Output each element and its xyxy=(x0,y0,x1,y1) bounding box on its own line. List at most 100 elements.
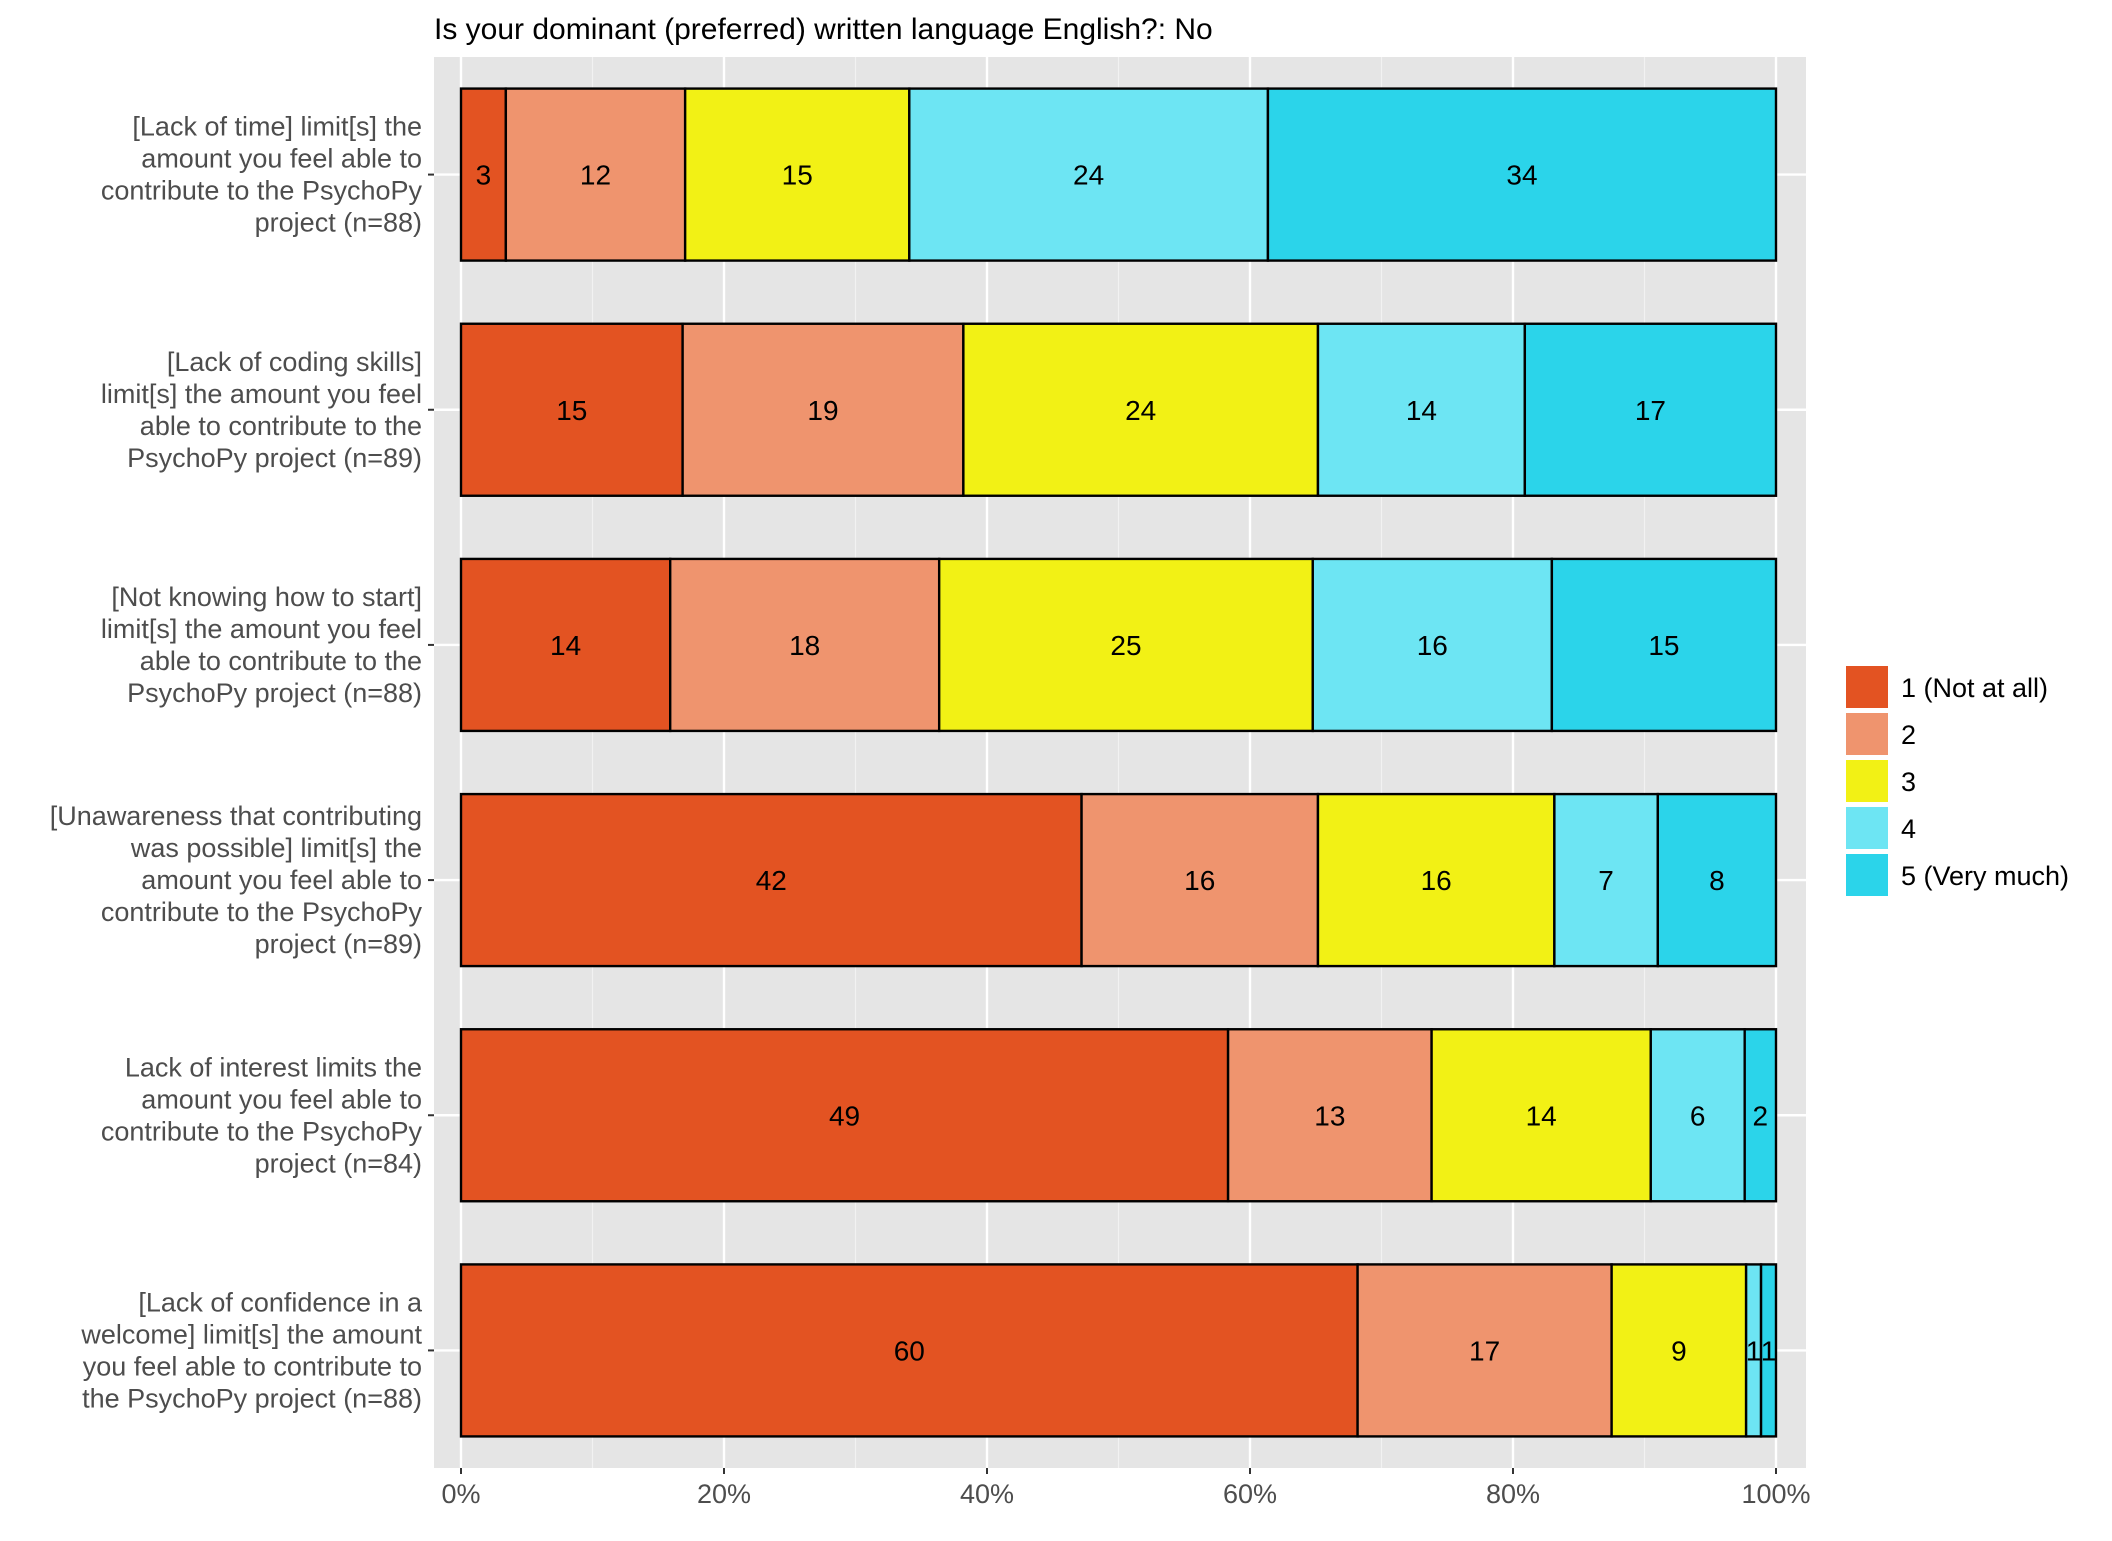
bar-segment xyxy=(459,87,508,262)
bar-segment xyxy=(504,87,687,262)
y-tick-label-line: [Not knowing how to start] xyxy=(111,582,422,612)
legend-key xyxy=(1846,760,1888,802)
y-tick-label-line: you feel able to contribute to xyxy=(83,1351,422,1381)
y-tick-label-line: was possible] limit[s] the xyxy=(130,833,422,863)
chart-title: Is your dominant (preferred) written lan… xyxy=(434,13,1213,46)
y-tick-label-line: contribute to the PsychoPy xyxy=(101,176,423,206)
bar-value-label: 3 xyxy=(476,160,492,191)
bar-segment xyxy=(1523,322,1778,497)
y-tick-label-line: amount you feel able to xyxy=(141,865,422,895)
bar-value-label: 24 xyxy=(1125,395,1156,426)
y-tick-label: [Lack of time] limit[s] the amount you fe… xyxy=(101,112,423,238)
legend: 1 (Not at all) 2 3 4 5 (Very much) xyxy=(1846,666,2069,896)
bar-value-label: 14 xyxy=(550,630,581,661)
bar-segment xyxy=(1743,1028,1778,1203)
plot-panel xyxy=(434,57,1806,1468)
bar-segment xyxy=(1553,792,1659,968)
x-tick-label: 40% xyxy=(960,1479,1014,1509)
y-tick-label: [Not knowing how to start] limit[s] the a… xyxy=(101,582,422,708)
y-tick-label-line: contribute to the PsychoPy xyxy=(101,1116,423,1146)
bar-segment xyxy=(962,322,1320,497)
bar-value-label: 13 xyxy=(1314,1100,1345,1131)
bar-value-label: 2 xyxy=(1753,1100,1769,1131)
y-tick-label-line: amount you feel able to xyxy=(141,144,422,174)
legend-key xyxy=(1846,666,1888,708)
y-tick-label-line: [Lack of coding skills] xyxy=(167,347,422,377)
bar-segment xyxy=(1759,1263,1778,1438)
y-tick-label-line: Lack of interest limits the xyxy=(125,1052,422,1082)
y-tick-label-line: able to contribute to the xyxy=(140,646,422,676)
y-tick-label: [Lack of coding skills] limit[s] the amou… xyxy=(101,347,422,473)
bar-value-label: 16 xyxy=(1417,630,1448,661)
x-tick-label: 0% xyxy=(441,1479,480,1509)
legend-label: 5 (Very much) xyxy=(1901,861,2069,891)
legend-key xyxy=(1846,807,1888,849)
y-tick-label-line: welcome] limit[s] the amount xyxy=(80,1319,422,1349)
bar-value-label: 6 xyxy=(1690,1100,1706,1131)
y-tick-label-line: PsychoPy project (n=89) xyxy=(127,443,422,473)
bar-value-label: 60 xyxy=(894,1335,925,1366)
bar-segment xyxy=(1656,792,1778,968)
bar-segment xyxy=(1080,792,1320,968)
bar-segment xyxy=(1430,1028,1652,1203)
bar-value-label: 18 xyxy=(789,630,820,661)
legend-label: 4 xyxy=(1901,814,1916,844)
bar-segment xyxy=(1311,557,1554,733)
bar-value-label: 8 xyxy=(1709,865,1725,896)
bar-segment xyxy=(683,87,911,262)
bar-value-label: 14 xyxy=(1526,1100,1557,1131)
y-tick-label-line: limit[s] the amount you feel xyxy=(101,614,422,644)
legend-label: 3 xyxy=(1901,767,1916,797)
legend-key xyxy=(1846,713,1888,755)
y-tick-label-line: able to contribute to the xyxy=(140,411,422,441)
bar-value-label: 24 xyxy=(1073,160,1104,191)
y-tick-label-line: the PsychoPy project (n=88) xyxy=(82,1383,422,1413)
bar-value-label: 17 xyxy=(1469,1335,1500,1366)
bar-value-label: 15 xyxy=(782,160,813,191)
bar-value-label: 17 xyxy=(1635,395,1666,426)
bar-value-label: 49 xyxy=(829,1100,860,1131)
bar-value-label: 7 xyxy=(1598,865,1614,896)
bar-segment xyxy=(1610,1263,1748,1438)
bar-value-label: 14 xyxy=(1406,395,1437,426)
bar-value-label: 16 xyxy=(1421,865,1452,896)
y-tick-label-line: amount you feel able to xyxy=(141,1084,422,1114)
bar-value-label: 1 xyxy=(1761,1335,1777,1366)
bar-value-label: 16 xyxy=(1184,865,1215,896)
bar-value-label: 34 xyxy=(1506,160,1537,191)
bar-value-label: 25 xyxy=(1110,630,1141,661)
x-tick-label: 80% xyxy=(1486,1479,1540,1509)
plot-area: 3 12 15 24 34[Lack of time] limit[s] the amou… xyxy=(50,57,1811,1509)
bar-segment xyxy=(459,792,1083,968)
y-tick-label-line: project (n=89) xyxy=(255,929,422,959)
legend-label: 2 xyxy=(1901,720,1916,750)
y-tick-label-line: PsychoPy project (n=88) xyxy=(127,678,422,708)
x-tick-label: 20% xyxy=(697,1479,751,1509)
x-tick-label: 100% xyxy=(1741,1479,1810,1509)
x-tick-label: 60% xyxy=(1223,1479,1277,1509)
y-tick-label: [Lack of confidence in a welcome] limit[s… xyxy=(80,1287,423,1413)
bar-segment xyxy=(1266,87,1778,262)
bar-segment xyxy=(459,1028,1230,1203)
bar-segment xyxy=(459,322,684,497)
bar-segment xyxy=(1226,1028,1433,1203)
y-tick-label-line: limit[s] the amount you feel xyxy=(101,379,422,409)
bar-value-label: 12 xyxy=(580,160,611,191)
bar-value-label: 15 xyxy=(556,395,587,426)
y-tick-label-line: project (n=88) xyxy=(255,208,422,238)
y-tick-label-line: [Lack of time] limit[s] the xyxy=(132,112,422,142)
y-tick-label: Lack of interest limits the amount you fe… xyxy=(101,1052,423,1178)
y-tick-label: [Unawareness that contributing was possib… xyxy=(50,801,423,959)
legend-key xyxy=(1846,854,1888,896)
bar-value-label: 9 xyxy=(1671,1335,1687,1366)
bar-segment xyxy=(1356,1263,1613,1438)
legend-label: 1 (Not at all) xyxy=(1901,673,2048,703)
y-tick-label-line: [Lack of confidence in a xyxy=(138,1287,423,1317)
bar-segment xyxy=(681,322,965,497)
y-tick-label-line: contribute to the PsychoPy xyxy=(101,897,423,927)
bar-segment xyxy=(1649,1028,1746,1203)
bar-value-label: 15 xyxy=(1648,630,1679,661)
bar-value-label: 19 xyxy=(807,395,838,426)
